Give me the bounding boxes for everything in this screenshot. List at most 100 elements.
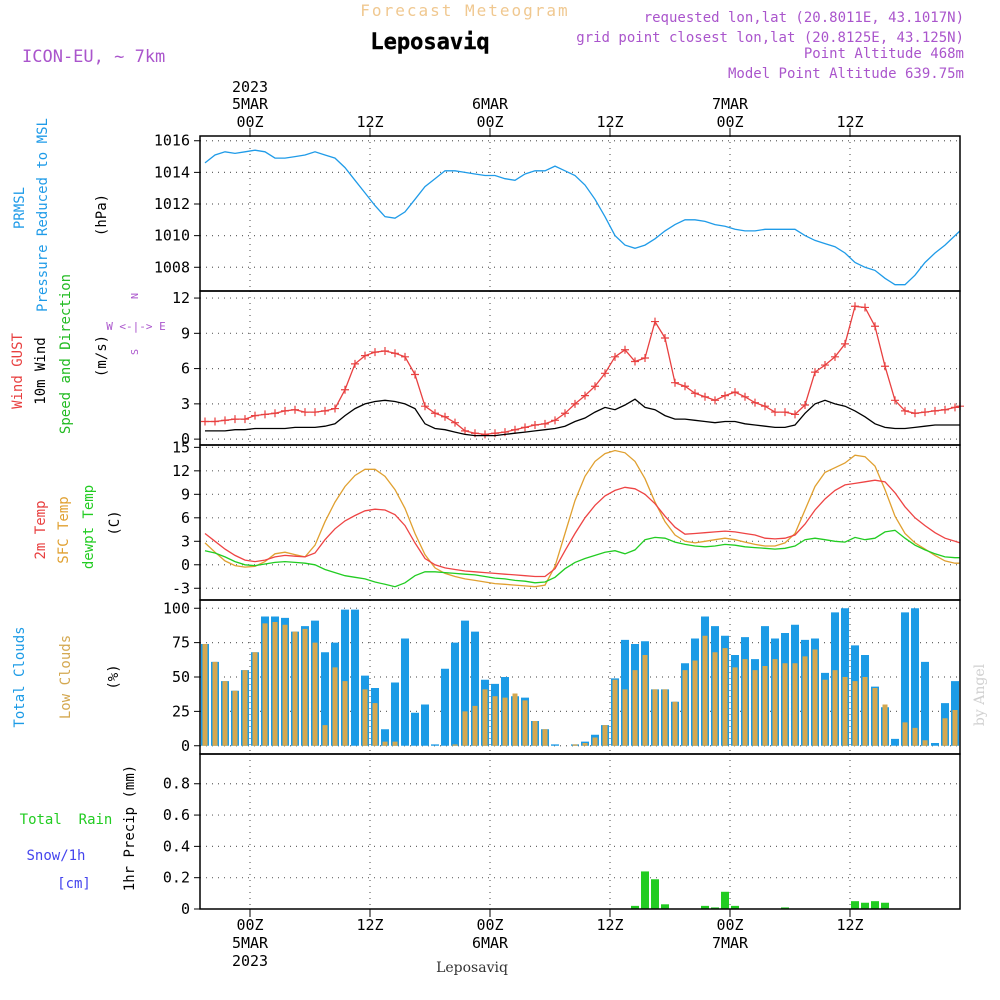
top-axis-label: 00Z xyxy=(236,113,263,131)
wind-gust-marker xyxy=(721,391,729,400)
low-clouds-bar xyxy=(342,681,348,746)
rain-bar xyxy=(631,905,639,909)
wind-gust-marker xyxy=(621,345,629,354)
rain-bar xyxy=(871,901,879,909)
requested-coordinates: requested lon,lat (20.8011E, 43.1017N) xyxy=(644,10,964,26)
low-clouds-bar xyxy=(482,689,488,746)
wind-gust-marker xyxy=(761,402,769,411)
low-clouds-bar xyxy=(682,670,688,746)
low-clouds-bar xyxy=(292,631,298,746)
y-tick-label: 1008 xyxy=(154,258,190,276)
low-clouds-bar xyxy=(382,741,388,746)
low-clouds-bar xyxy=(572,744,578,746)
low-clouds-bar xyxy=(672,701,678,746)
temp-sfc-label: SFC Temp xyxy=(56,496,72,563)
top-axis-label: 2023 xyxy=(232,78,268,96)
frame-layer xyxy=(199,135,961,910)
bottom-axis-label: 7MAR xyxy=(712,934,749,952)
bottom-axis-label: 2023 xyxy=(232,952,268,970)
low-clouds-bar xyxy=(652,689,658,746)
y-tick-label: 12 xyxy=(172,289,190,307)
low-clouds-bar xyxy=(952,710,958,746)
bottom-axis-label: 12Z xyxy=(836,916,863,934)
y-tick-label: 9 xyxy=(181,485,190,503)
wind-gust-marker xyxy=(361,351,369,360)
wind-gust-marker xyxy=(741,392,749,401)
wind-gust-marker xyxy=(801,401,809,410)
compass-west-east: W <-|-> E xyxy=(106,320,166,333)
clouds-panel-labels: Total Clouds Low Clouds (%) xyxy=(12,626,122,727)
total-clouds-bar xyxy=(381,729,389,746)
y-tick-label: 9 xyxy=(181,324,190,342)
low-clouds-bar xyxy=(732,667,738,746)
series-2m-temp-line xyxy=(204,479,961,578)
low-clouds-bar xyxy=(362,689,368,746)
wind-gust-marker xyxy=(631,357,639,366)
low-clouds-bar xyxy=(662,689,668,746)
total-rain-label: Total Rain xyxy=(20,812,113,828)
total-clouds-bar xyxy=(421,704,429,746)
wind-gust-marker xyxy=(581,391,589,400)
rain-bar xyxy=(701,905,709,909)
rain-bar xyxy=(721,891,729,909)
wind-gust-marker xyxy=(391,349,399,358)
low-clouds-bar xyxy=(202,644,208,746)
wind-gust-marker xyxy=(911,409,919,418)
clouds-unit-label: (%) xyxy=(106,664,122,689)
low-clouds-bar xyxy=(942,718,948,746)
rain-bar xyxy=(641,871,649,909)
low-clouds-bar xyxy=(692,660,698,746)
total-clouds-bar xyxy=(891,738,899,746)
y-tick-label: 0 xyxy=(181,737,190,755)
temp-unit-label: (C) xyxy=(107,510,123,535)
low-clouds-bar xyxy=(602,725,608,746)
low-clouds-bar xyxy=(232,690,238,746)
series-wind-gust-line xyxy=(205,305,961,436)
wind-gust-marker xyxy=(331,404,339,413)
low-clouds-bar xyxy=(532,721,538,746)
wind-gust-marker xyxy=(671,378,679,387)
low-clouds-bar xyxy=(262,623,268,746)
wind-gust-marker xyxy=(461,426,469,435)
y-tick-label: 6 xyxy=(181,509,190,527)
low-clouds-bar xyxy=(912,727,918,746)
total-clouds-bar xyxy=(451,642,459,746)
y-tick-label: 1016 xyxy=(154,132,190,150)
y-tick-label: 15 xyxy=(172,438,190,456)
total-clouds-bar xyxy=(921,661,929,746)
prmsl-label: PRMSL xyxy=(12,187,28,229)
low-clouds-bar xyxy=(852,681,858,746)
y-tick-label: 0.2 xyxy=(163,869,190,887)
wind-direction-label: Speed and Direction xyxy=(58,274,74,434)
prmsl-description-label: Pressure Reduced to MSL xyxy=(35,118,51,312)
precip-unit-label: 1hr Precip (mm) xyxy=(122,765,138,891)
wind-gust-marker xyxy=(781,408,789,417)
temp-2m-label: 2m Temp xyxy=(33,500,49,559)
wind-gust-marker xyxy=(551,416,559,425)
rain-bar xyxy=(881,902,889,909)
wind-gust-marker xyxy=(601,369,609,378)
y-tick-label: 12 xyxy=(172,462,190,480)
wind-gust-marker xyxy=(431,409,439,418)
wind-gust-marker xyxy=(261,410,269,419)
low-clouds-bar xyxy=(322,725,328,746)
wind-gust-marker xyxy=(351,359,359,368)
precip-panel-labels: Total Rain Snow/1h [cm] 1hr Precip (mm) xyxy=(20,765,138,892)
model-label: ICON-EU, ~ 7km xyxy=(22,47,165,67)
total-clouds-bar xyxy=(341,609,349,746)
wind-gust-marker xyxy=(951,403,959,412)
chart-top-title: Forecast Meteogram xyxy=(360,1,569,20)
low-clouds-bar xyxy=(582,743,588,746)
total-clouds-bar xyxy=(441,668,449,746)
wind-gust-marker xyxy=(321,406,329,415)
wind-gust-marker xyxy=(841,339,849,348)
wind-gust-label: Wind GUST xyxy=(10,333,26,409)
low-clouds-bar xyxy=(872,688,878,746)
low-clouds-bar xyxy=(632,670,638,746)
series-prmsl-line xyxy=(204,149,961,286)
wind-gust-marker xyxy=(661,334,669,343)
low-clouds-bar xyxy=(302,628,308,746)
rain-bar xyxy=(851,901,859,909)
total-clouds-bar xyxy=(431,744,439,746)
wind-panel-labels: Wind GUST 10m Wind Speed and Direction (… xyxy=(10,274,166,434)
